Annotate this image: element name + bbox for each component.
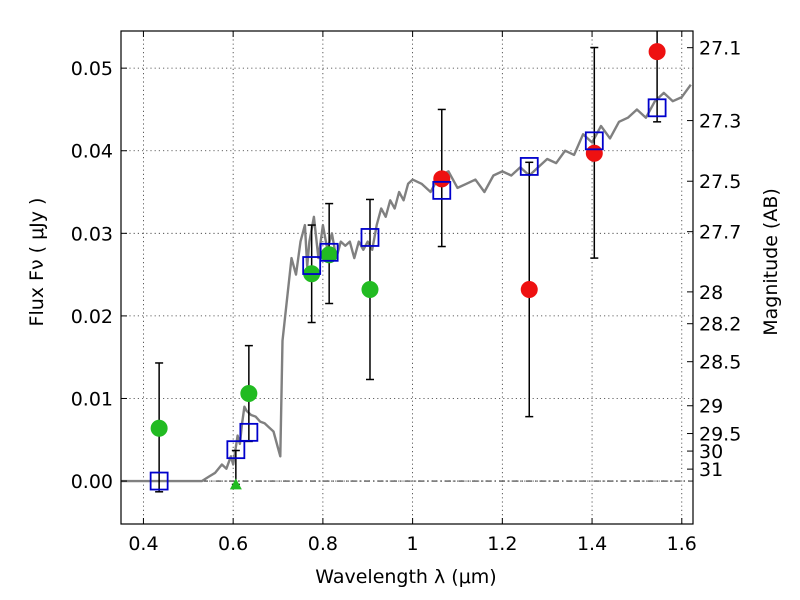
- y-tick-label: 0.01: [71, 388, 113, 410]
- y-tick-label: 0.05: [71, 58, 113, 80]
- x-tick-label: 0.8: [308, 533, 338, 555]
- green-circle-point: [361, 280, 379, 298]
- model-spectrum-line: [121, 83, 692, 483]
- x-tick-label: 1.6: [667, 533, 697, 555]
- model-flux-square: [432, 180, 452, 200]
- red-circle-point: [433, 170, 451, 188]
- model-flux-square: [319, 242, 339, 262]
- magnitude-tick-label: 28.5: [699, 352, 741, 374]
- model-flux-square: [226, 440, 246, 460]
- model-flux-square: [302, 256, 322, 275]
- y-tick-label: 0.00: [71, 471, 113, 493]
- magnitude-tick-label: 27.5: [699, 171, 741, 193]
- red-circle-point: [585, 144, 603, 162]
- x-tick-label: 1.2: [487, 533, 517, 555]
- x-tick-label: 0.6: [218, 533, 248, 555]
- magnitude-tick-label: 29.5: [699, 424, 741, 446]
- grid: [121, 31, 693, 524]
- y-axis-title: Flux Fν ( μJy ): [26, 198, 48, 327]
- magnitude-axis-title: Magnitude (AB): [760, 188, 782, 336]
- x-axis-ticks: 0.4 0.6 0.8 1 1.2 1.4 1.6: [128, 31, 697, 555]
- x-axis-title: Wavelength λ (μm): [315, 566, 496, 588]
- plot-frame: [120, 30, 694, 525]
- model-spectrum: [121, 83, 692, 483]
- magnitude-tick-label: 27.1: [699, 38, 741, 60]
- magnitude-tick-label: 27.7: [699, 222, 741, 244]
- magnitude-tick-label: 27.3: [699, 111, 741, 133]
- y-tick-label: 0.03: [71, 223, 113, 245]
- y-tick-label: 0.04: [71, 141, 113, 163]
- magnitude-tick-label: 29: [699, 396, 723, 418]
- model-flux-square: [519, 157, 539, 176]
- data-markers: [149, 43, 667, 491]
- x-tick-label: 1.4: [577, 533, 607, 555]
- model-flux-square: [647, 98, 667, 118]
- model-flux-square: [360, 228, 380, 247]
- green-circle-point: [240, 385, 258, 403]
- model-flux-square: [149, 471, 169, 491]
- red-circle-point: [648, 43, 666, 61]
- magnitude-tick-label: 30: [699, 441, 723, 463]
- x-tick-label: 0.4: [128, 533, 158, 555]
- magnitude-tick-label: 31: [699, 459, 723, 481]
- x-tick-label: 1: [407, 533, 419, 555]
- magnitude-tick-label: 28.2: [699, 314, 741, 336]
- upper-limit-triangle: [229, 478, 242, 490]
- red-circle-point: [520, 280, 538, 298]
- green-circle-point: [150, 419, 168, 437]
- model-flux-square: [239, 422, 259, 442]
- y-tick-label: 0.02: [71, 306, 113, 328]
- magnitude-tick-label: 28: [699, 282, 723, 304]
- error-bars: [155, 31, 662, 493]
- y-axis-ticks: 0.00 0.01 0.02 0.03 0.04 0.05: [71, 58, 127, 493]
- model-flux-square: [584, 131, 604, 151]
